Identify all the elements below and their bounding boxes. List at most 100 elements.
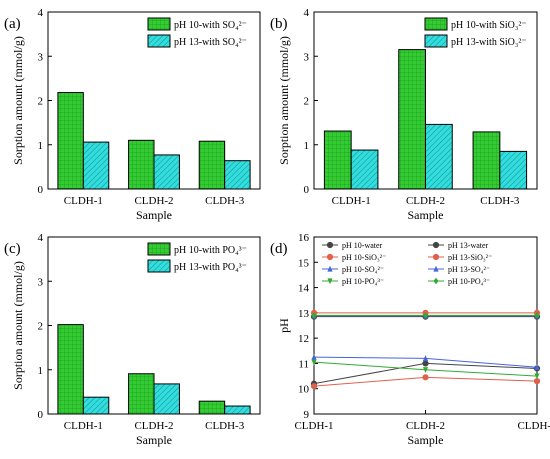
x-tick-label: CLDH-1 [64, 420, 103, 432]
bar-ph13-cldh-3 [224, 160, 251, 190]
legend-label: pH 10-with SO₄²⁻ [174, 20, 247, 31]
data-point [311, 353, 317, 360]
y-tick-label: 4 [38, 7, 44, 19]
legend-label: pH 13-water [448, 241, 489, 250]
legend-marker [327, 278, 333, 285]
data-point [534, 364, 540, 370]
bar-ph10-cldh-3 [198, 400, 226, 415]
data-point [311, 312, 317, 319]
y-tick-label: 14 [298, 283, 310, 295]
y-axis-label: pH [277, 318, 291, 333]
legend-label: pH 10-with PO₄³⁻ [174, 245, 247, 256]
bar-ph13-cldh-2 [153, 154, 180, 190]
bar-ph13-cldh-3 [499, 150, 528, 190]
x-axis-label: Sample [408, 208, 444, 222]
panel-label: (a) [4, 16, 21, 32]
bar-ph10-cldh-1 [323, 130, 352, 190]
data-point [422, 360, 429, 367]
x-tick-label: CLDH-3 [480, 195, 520, 207]
legend-label: pH 10-SiO₃²⁻ [342, 253, 386, 262]
y-tick-label: 4 [38, 232, 44, 244]
bar-ph10-cldh-2 [128, 373, 155, 415]
data-point [311, 359, 317, 366]
data-point [534, 373, 540, 380]
bar-ph10-cldh-2 [398, 49, 426, 190]
x-tick-label: CLDH-2 [406, 195, 445, 207]
legend-swatch [147, 259, 171, 273]
bar-ph13-cldh-1 [82, 396, 110, 415]
y-axis-label: Sorption amount (mmol/g) [11, 261, 25, 390]
legend-swatch [147, 17, 171, 31]
data-point [422, 355, 429, 361]
y-tick-label: 15 [298, 257, 310, 269]
y-tick-label: 4 [304, 7, 310, 19]
x-tick-label: CLDH-1 [294, 420, 333, 432]
legend-marker [432, 241, 440, 249]
legend-swatch [424, 17, 448, 31]
y-tick-label: 1 [304, 140, 310, 152]
bar-ph13-cldh-3 [224, 405, 251, 415]
y-tick-label: 2 [38, 96, 44, 108]
y-tick-label: 3 [38, 51, 44, 63]
y-tick-label: 9 [304, 409, 310, 421]
legend-label: pH 10-water [342, 241, 383, 250]
legend-label: pH 10-PO₄³⁻ [448, 277, 490, 286]
bar-ph10-cldh-1 [57, 92, 84, 190]
y-tick-label: 10 [298, 384, 310, 396]
data-point [534, 312, 540, 319]
y-tick-label: 3 [304, 51, 310, 63]
y-tick-label: 16 [298, 232, 310, 244]
y-tick-label: 11 [298, 358, 309, 370]
legend-swatch [147, 34, 171, 48]
y-tick-label: 0 [304, 184, 310, 196]
y-tick-label: 2 [304, 96, 310, 108]
bar-ph10-cldh-1 [57, 324, 84, 415]
panel-label: (d) [270, 241, 288, 257]
y-tick-label: 1 [38, 365, 44, 377]
data-point [533, 378, 541, 385]
bar-ph13-cldh-2 [425, 123, 453, 190]
x-tick-label: CLDH-3 [205, 195, 245, 207]
panel-label: (b) [270, 16, 288, 32]
x-tick-label: CLDH-2 [134, 420, 173, 432]
x-tick-label: CLDH-3 [517, 420, 550, 432]
x-tick-label: CLDH-2 [406, 420, 445, 432]
plot-frame [313, 236, 538, 415]
y-tick-label: 3 [38, 276, 44, 288]
legend-label: pH 13-with PO₄³⁻ [174, 262, 247, 273]
legend-label: pH 10-SO₄²⁻ [342, 265, 384, 274]
legend-label: pH 10-PO₄³⁻ [342, 277, 384, 286]
legend-label: pH 13-SO₄²⁻ [448, 265, 490, 274]
legend-marker [326, 253, 334, 261]
legend-marker [432, 253, 440, 261]
bar-ph10-cldh-3 [198, 140, 226, 190]
legend-marker [433, 277, 439, 285]
y-tick-label: 2 [38, 321, 44, 333]
legend-label: pH 13-with SiO₃²⁻ [451, 37, 527, 48]
data-point [310, 383, 318, 390]
y-tick-label: 13 [298, 308, 310, 320]
legend-label: pH 13-with SO₄²⁻ [174, 37, 247, 48]
x-axis-label: Sample [136, 208, 172, 222]
legend-label: pH 10-with SiO₃²⁻ [451, 20, 527, 31]
y-axis-label: Sorption amount (mmol/g) [11, 36, 25, 165]
legend-swatch [424, 34, 448, 48]
legend-marker [433, 265, 439, 272]
bar-ph13-cldh-1 [350, 149, 379, 190]
bar-ph10-cldh-3 [472, 131, 501, 190]
x-tick-label: CLDH-1 [332, 195, 371, 207]
bar-ph13-cldh-1 [82, 141, 110, 190]
y-tick-label: 12 [298, 333, 309, 345]
x-tick-label: CLDH-2 [134, 195, 173, 207]
legend-swatch [147, 242, 171, 256]
x-tick-label: CLDH-3 [205, 420, 245, 432]
legend-label: pH 13-SiO₃²⁻ [448, 253, 492, 262]
data-point [422, 374, 429, 381]
bar-ph13-cldh-2 [153, 383, 180, 415]
data-point [422, 312, 429, 319]
y-tick-label: 0 [38, 409, 44, 421]
y-tick-label: 1 [38, 140, 44, 152]
y-tick-label: 0 [38, 184, 44, 196]
y-axis-label: Sorption amount (mmol/g) [277, 36, 291, 165]
